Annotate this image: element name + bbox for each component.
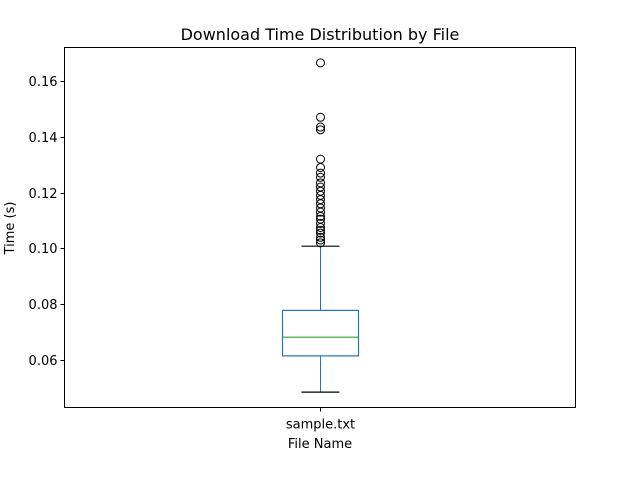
outlier-point bbox=[316, 232, 325, 242]
outlier-point bbox=[316, 235, 325, 245]
outlier-point bbox=[316, 163, 325, 172]
box-iqr bbox=[281, 309, 360, 357]
y-axis-label: Time (s) bbox=[3, 202, 18, 256]
x-axis: sample.txt bbox=[286, 407, 355, 433]
outlier-point bbox=[316, 122, 325, 132]
outlier-point bbox=[316, 214, 325, 224]
outlier-point bbox=[316, 218, 325, 228]
outlier-point bbox=[316, 125, 325, 135]
outlier-point bbox=[316, 168, 325, 178]
chart-title: Download Time Distribution by File bbox=[181, 25, 460, 44]
outlier-point bbox=[316, 154, 325, 164]
y-tick-label: 0.10 bbox=[29, 242, 58, 257]
y-tick-label: 0.06 bbox=[29, 354, 58, 369]
box-series bbox=[281, 58, 360, 393]
y-tick-label: 0.14 bbox=[29, 131, 58, 146]
outlier-point bbox=[316, 228, 325, 238]
outlier-point bbox=[316, 238, 325, 248]
outlier-point bbox=[316, 58, 325, 68]
outlier-point bbox=[316, 182, 325, 192]
x-tick-label: sample.txt bbox=[286, 418, 355, 433]
y-tick-label: 0.08 bbox=[29, 298, 58, 313]
outlier-point bbox=[316, 172, 325, 182]
y-tick-label: 0.16 bbox=[29, 75, 58, 90]
outlier-point bbox=[316, 112, 325, 122]
y-tick-label: 0.12 bbox=[29, 187, 58, 202]
outlier-point bbox=[316, 225, 325, 235]
y-axis: 0.06 0.08 0.10 0.12 0.14 0.16 bbox=[29, 75, 65, 369]
outlier-point bbox=[316, 178, 325, 188]
x-axis-label: File Name bbox=[288, 437, 352, 452]
